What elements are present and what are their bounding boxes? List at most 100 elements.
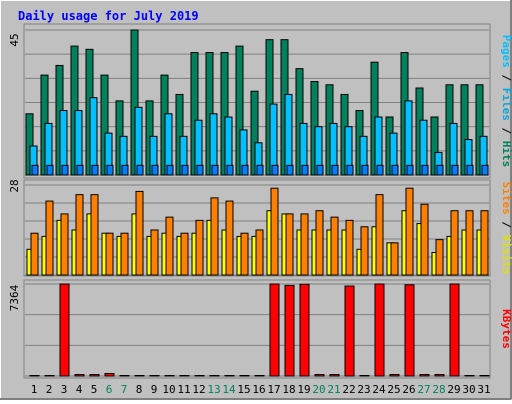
pages-bar [46, 164, 54, 176]
sites-ymax-label: 28 [8, 179, 21, 192]
hits-ymax-label: 45 [8, 33, 21, 46]
pages-bar [421, 164, 429, 176]
kbytes-bar [194, 375, 205, 377]
day-label: 8 [136, 383, 143, 396]
sites-bar [135, 190, 144, 276]
kbytes-bar [179, 375, 190, 377]
pages-bar [31, 164, 39, 176]
day-label: 25 [387, 383, 400, 396]
files-bar [269, 103, 278, 176]
pages-bar [256, 164, 264, 176]
kbytes-bar [134, 375, 145, 377]
day-label: 22 [342, 383, 355, 396]
pages-bar [241, 164, 249, 176]
day-label: 10 [162, 383, 175, 396]
legend-kbytes-panel: KBytes [500, 309, 512, 349]
files-bar [89, 97, 98, 176]
files-bar [404, 100, 413, 176]
sites-bar [165, 216, 174, 276]
pages-bar [151, 164, 159, 176]
sites-bar [150, 229, 159, 276]
kbytes-panel [25, 283, 490, 377]
sites-bar [360, 226, 369, 276]
sites-bar [225, 200, 234, 276]
kbytes-bar [314, 374, 325, 377]
pages-bar [466, 164, 474, 176]
pages-bar [376, 164, 384, 176]
sites-bar [270, 187, 279, 276]
pages-bar [61, 164, 69, 176]
day-label: 4 [76, 383, 83, 396]
legend-sites-panel: Sites / Visits [500, 182, 512, 275]
hits-files-pages-panel [25, 29, 489, 176]
kbytes-bar [209, 375, 220, 377]
sites-bar [60, 213, 69, 276]
day-label: 3 [61, 383, 68, 396]
day-label: 27 [417, 383, 430, 396]
svg-text:Pages / Files / Hits: Pages / Files / Hits [500, 35, 512, 168]
pages-bar [136, 164, 144, 176]
sites-bar [480, 210, 489, 276]
kbytes-bar [119, 375, 130, 377]
sites-bar [75, 194, 84, 276]
pages-bar [181, 164, 189, 176]
pages-bar [121, 164, 129, 176]
pages-bar [166, 164, 174, 176]
sites-bar [450, 210, 459, 276]
kbytes-bar [74, 374, 85, 377]
day-label: 29 [447, 383, 460, 396]
kbytes-ymax-label: 7364 [8, 284, 21, 311]
kbytes-bar [389, 374, 400, 377]
day-label: 26 [402, 383, 415, 396]
day-label: 15 [237, 383, 250, 396]
pages-bar [196, 164, 204, 176]
kbytes-bar [464, 375, 475, 377]
kbytes-bar [404, 284, 415, 377]
kbytes-bar [419, 374, 430, 377]
day-axis: 1 2 3 4 5 6 7 8 9 10 11 12 13 14 15 16 17 18 19 20 21 22 23 24 2… [31, 383, 491, 396]
day-label: 14 [222, 383, 236, 396]
sites-bar [345, 219, 354, 276]
pages-bar [91, 164, 99, 176]
sites-bar [315, 210, 324, 276]
kbytes-bar [164, 375, 175, 377]
kbytes-bar [284, 284, 295, 377]
pages-bar [106, 164, 114, 176]
kbytes-bar [239, 375, 250, 377]
sites-bar [405, 187, 414, 276]
day-label: 12 [192, 383, 205, 396]
kbytes-bar [89, 374, 100, 377]
sites-bar [420, 203, 429, 276]
day-label: 2 [46, 383, 53, 396]
kbytes-bar [299, 283, 310, 377]
pages-bar [301, 164, 309, 176]
panel-kbytes-frame [23, 279, 491, 379]
kbytes-bar [59, 283, 70, 377]
pages-bar [346, 164, 354, 176]
pages-bar [226, 164, 234, 176]
legend-pages: Pages [500, 35, 512, 68]
kbytes-bar [359, 375, 370, 377]
pages-bar [391, 164, 399, 176]
kbytes-bar [329, 374, 340, 377]
svg-text:Sites / Visits: Sites / Visits [500, 182, 512, 275]
day-label: 28 [432, 383, 445, 396]
chart-title: Daily usage for July 2019 [18, 9, 199, 23]
pages-bar [316, 164, 324, 176]
day-label: 11 [177, 383, 190, 396]
sites-bar [30, 232, 39, 276]
legend-kbytes: KBytes [500, 309, 512, 349]
day-label: 1 [31, 383, 38, 396]
sites-bar [375, 194, 384, 276]
pages-bar [481, 164, 489, 176]
sites-bar [300, 213, 309, 276]
sites-bar [195, 219, 204, 276]
day-label: 18 [282, 383, 295, 396]
files-bar [284, 93, 293, 176]
kbytes-bar [29, 375, 40, 377]
sites-bar [90, 194, 99, 276]
day-label: 16 [252, 383, 265, 396]
pages-bar [451, 164, 459, 176]
